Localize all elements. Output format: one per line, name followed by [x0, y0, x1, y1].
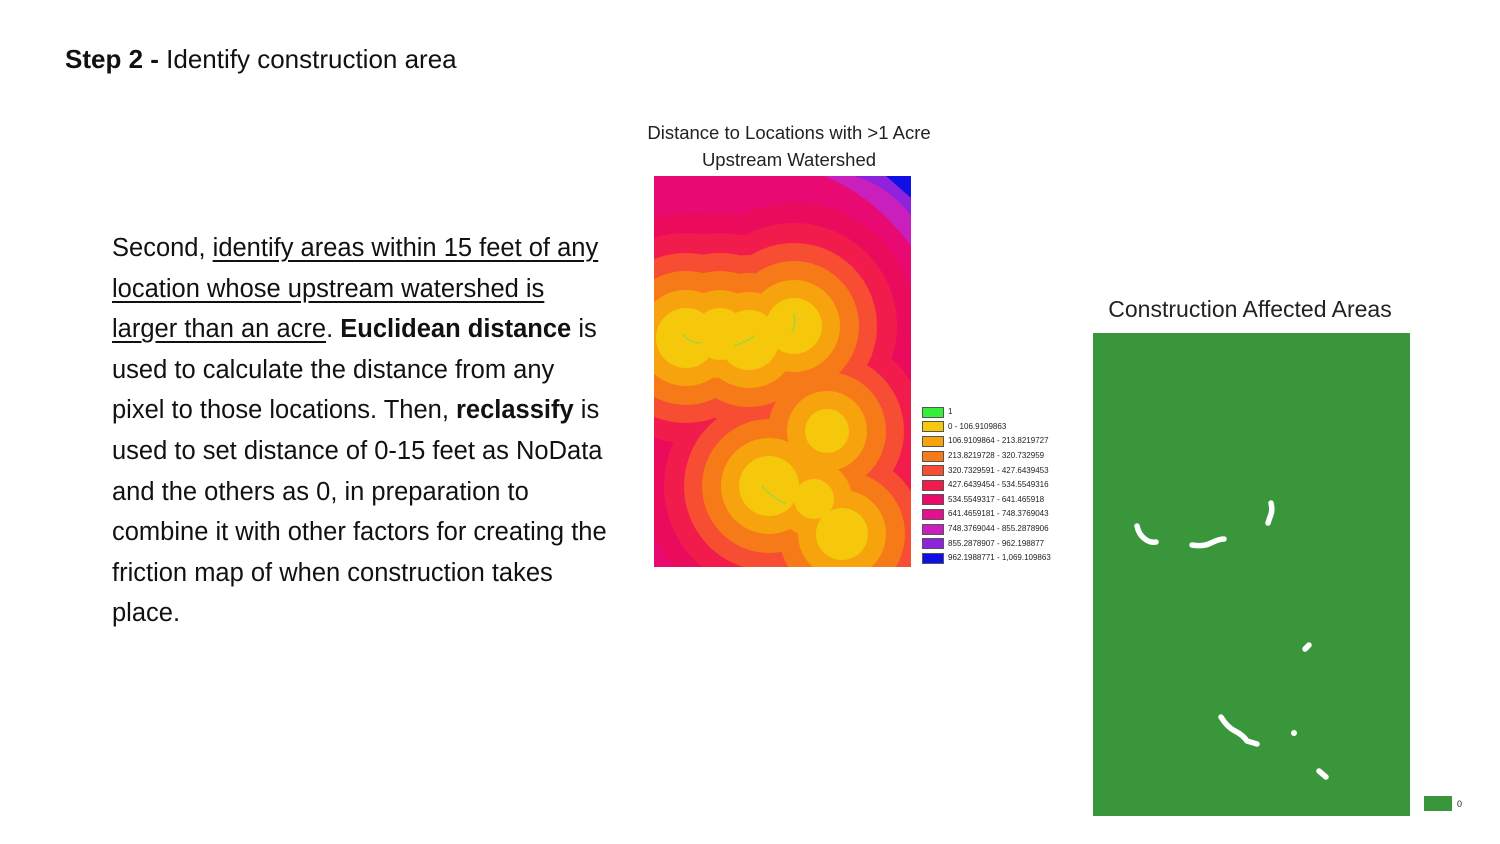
- construction-map-title: Construction Affected Areas: [1108, 296, 1392, 322]
- legend-swatch: [1424, 796, 1452, 811]
- legend-label: 427.6439454 - 534.5549316: [948, 480, 1049, 490]
- legend-item: 748.3769044 - 855.2878906: [922, 522, 1051, 537]
- body-bold-reclassify: reclassify: [456, 396, 574, 425]
- legend-swatch: [922, 435, 944, 447]
- body-text-1: Second,: [112, 234, 213, 262]
- legend-label: 1: [948, 407, 953, 417]
- body-text-4: is used to set distance of 0-15 feet as …: [112, 396, 607, 628]
- slide-title-bold: Step 2 -: [65, 44, 159, 74]
- body-bold-euclidean: Euclidean distance: [340, 315, 572, 344]
- legend-item: 106.9109864 - 213.8219727: [922, 434, 1051, 449]
- legend-label: 0: [1457, 798, 1463, 809]
- legend-item: 534.5549317 - 641.465918: [922, 493, 1051, 508]
- legend-item: 213.8219728 - 320.732959: [922, 449, 1051, 464]
- legend-swatch: [922, 552, 944, 564]
- legend-label: 962.1988771 - 1,069.109863: [948, 553, 1051, 563]
- legend-label: 534.5549317 - 641.465918: [948, 494, 1045, 504]
- distance-map-legend: 1 0 - 106.9109863 106.9109864 - 213.8219…: [922, 405, 1051, 566]
- legend-item: 641.4659181 - 748.3769043: [922, 507, 1051, 522]
- construction-map-legend: 0: [1424, 796, 1462, 811]
- legend-item: 320.7329591 - 427.6439453: [922, 463, 1051, 478]
- legend-item: 0 - 106.9109863: [922, 420, 1051, 435]
- legend-label: 855.2878907 - 962.198877: [948, 538, 1045, 548]
- legend-swatch: [922, 406, 944, 418]
- distance-map-image: [654, 176, 911, 567]
- slide-title-rest: Identify construction area: [158, 44, 457, 74]
- legend-label: 213.8219728 - 320.732959: [948, 451, 1045, 461]
- legend-label: 748.3769044 - 855.2878906: [948, 524, 1049, 534]
- legend-swatch: [922, 479, 944, 491]
- body-text-2: .: [326, 315, 341, 344]
- legend-swatch: [922, 421, 944, 433]
- legend-label: 0 - 106.9109863: [948, 421, 1007, 431]
- body-paragraph: Second, identify areas within 15 feet of…: [112, 228, 612, 634]
- legend-swatch: [922, 494, 944, 506]
- distance-map-title: Distance to Locations with >1 Acre Upstr…: [647, 122, 931, 170]
- construction-map-image: [1093, 333, 1410, 816]
- body-text-3: is used to calculate the distance from a…: [112, 315, 597, 425]
- legend-swatch: [922, 450, 944, 462]
- legend-item: 1: [922, 405, 1051, 420]
- legend-item: 427.6439454 - 534.5549316: [922, 478, 1051, 493]
- legend-swatch: [922, 465, 944, 477]
- slide-title: Step 2 - Identify construction area: [65, 44, 457, 75]
- legend-label: 106.9109864 - 213.8219727: [948, 436, 1049, 446]
- legend-swatch: [922, 523, 944, 535]
- legend-label: 320.7329591 - 427.6439453: [948, 465, 1049, 475]
- legend-swatch: [922, 538, 944, 550]
- legend-label: 641.4659181 - 748.3769043: [948, 509, 1049, 519]
- legend-item: 962.1988771 - 1,069.109863: [922, 551, 1051, 566]
- body-underlined-phrase: identify areas within 15 feet of any loc…: [112, 234, 599, 344]
- legend-swatch: [922, 508, 944, 520]
- legend-item: 855.2878907 - 962.198877: [922, 536, 1051, 551]
